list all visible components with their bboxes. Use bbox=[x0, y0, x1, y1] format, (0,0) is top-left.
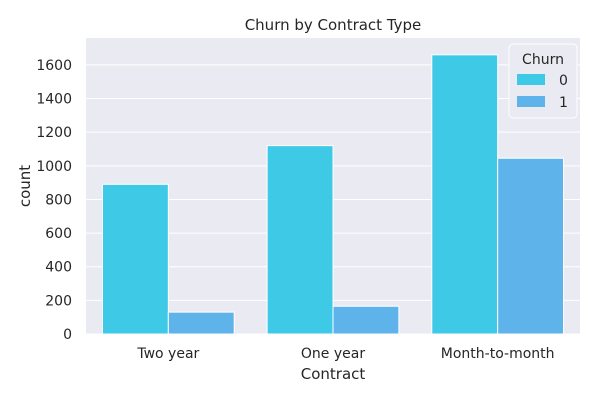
y-tick-label-1: 200 bbox=[45, 293, 72, 309]
y-tick-label-5: 1000 bbox=[36, 159, 72, 175]
y-tick-label-6: 1200 bbox=[36, 125, 72, 141]
bar-two-year-churn-0 bbox=[101, 183, 169, 335]
bar-two-year-churn-1 bbox=[167, 311, 235, 335]
bar-one-year-churn-0 bbox=[266, 145, 334, 335]
y-axis-title: count bbox=[16, 165, 34, 207]
bar-month-to-month-churn-1 bbox=[497, 157, 565, 335]
y-axis-ticks: 0 200 400 600 800 1000 1200 1400 1600 bbox=[36, 58, 72, 343]
legend-label-0: 0 bbox=[559, 73, 568, 89]
chart-title: Churn by Contract Type bbox=[245, 16, 422, 34]
y-tick-label-2: 400 bbox=[45, 260, 72, 276]
y-tick-label-0: 0 bbox=[63, 327, 72, 343]
y-tick-label-4: 800 bbox=[45, 192, 72, 208]
bar-one-year-churn-1 bbox=[332, 305, 400, 335]
x-axis-title: Contract bbox=[301, 365, 366, 383]
legend-swatch-0 bbox=[517, 74, 545, 85]
y-tick-label-8: 1600 bbox=[36, 58, 72, 74]
y-tick-label-3: 600 bbox=[45, 226, 72, 242]
y-tick-label-7: 1400 bbox=[36, 92, 72, 108]
x-tick-label-1: One year bbox=[301, 346, 365, 362]
x-tick-label-0: Two year bbox=[136, 346, 199, 362]
legend-label-1: 1 bbox=[559, 95, 568, 111]
legend: Churn 0 1 bbox=[508, 43, 578, 119]
legend-title: Churn bbox=[522, 52, 564, 68]
bars bbox=[101, 54, 565, 335]
x-axis-ticks: Two year One year Month-to-month bbox=[136, 346, 554, 362]
legend-swatch-1 bbox=[517, 96, 545, 107]
bar-month-to-month-churn-0 bbox=[431, 54, 499, 335]
x-tick-label-2: Month-to-month bbox=[441, 346, 555, 362]
